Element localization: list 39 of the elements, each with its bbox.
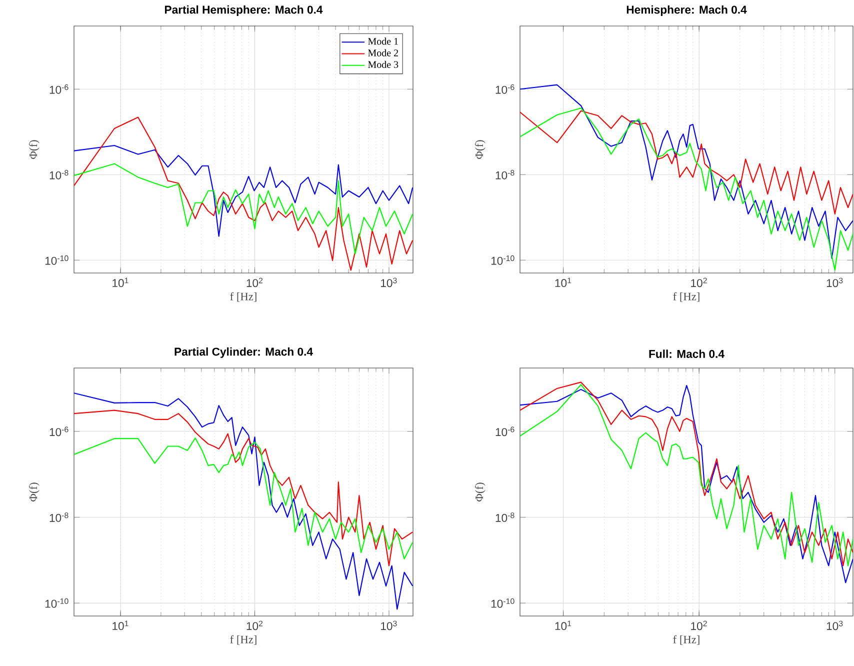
x-tick-label: 10$^{3}$	[381, 620, 397, 630]
y-tick-label: 10$^{-8}$	[496, 170, 514, 180]
y-tick-label: 10$^{-6}$	[50, 84, 68, 94]
chart-title: Full: Mach 0.4	[649, 350, 724, 358]
x-tick-label: 10$^{2}$	[246, 278, 263, 288]
y-tick-label: 10$^{-10}$	[491, 598, 514, 608]
legend-label: Mode 2	[368, 49, 398, 56]
x-tick-label: 10$^{3}$	[826, 278, 843, 288]
legend-label: Mode 1	[368, 38, 398, 45]
y-tick-label: 10$^{-6}$	[496, 426, 514, 436]
x-axis-title: f [Hz]	[230, 635, 256, 645]
x-tick-label: 10$^{2}$	[691, 620, 707, 630]
chart-title: Hemisphere: Mach 0.4	[626, 5, 747, 16]
y-tick-label: 10$^{-6}$	[496, 84, 514, 94]
y-tick-label: 10$^{-8}$	[50, 512, 68, 522]
x-axis-title: f [Hz]	[673, 292, 700, 302]
y-axis-title: Φ(f)	[29, 140, 40, 159]
legend-label: Mode 3	[368, 60, 398, 68]
x-tick-label: 10$^{2}$	[246, 620, 263, 630]
y-tick-label: 10$^{-10}$	[491, 255, 514, 265]
x-tick-label: 10$^{3}$	[826, 620, 843, 630]
y-tick-label: 10$^{-8}$	[496, 512, 514, 522]
y-tick-label: 10$^{-10}$	[45, 255, 68, 265]
x-tick-label: 10$^{1}$	[112, 620, 128, 630]
x-axis-title: f [Hz]	[673, 635, 700, 645]
y-axis-title: Φ(f)	[29, 482, 40, 502]
x-tick-label: 10$^{1}$	[555, 620, 572, 630]
y-tick-label: 10$^{-8}$	[50, 170, 68, 180]
y-axis-title: Φ(f)	[475, 140, 486, 159]
x-tick-label: 10$^{1}$	[112, 278, 128, 288]
x-axis-title: f [Hz]	[230, 292, 256, 302]
y-tick-label: 10$^{-10}$	[45, 598, 68, 608]
y-tick-label: 10$^{-6}$	[50, 426, 68, 436]
x-tick-label: 10$^{3}$	[381, 278, 397, 288]
y-axis-title: Φ(f)	[475, 482, 486, 502]
chart-title: Partial Cylinder: Mach 0.4	[174, 347, 313, 358]
x-tick-label: 10$^{2}$	[691, 278, 707, 288]
chart-title: Partial Hemisphere: Mach 0.4	[165, 5, 323, 16]
x-tick-label: 10$^{1}$	[555, 278, 572, 288]
